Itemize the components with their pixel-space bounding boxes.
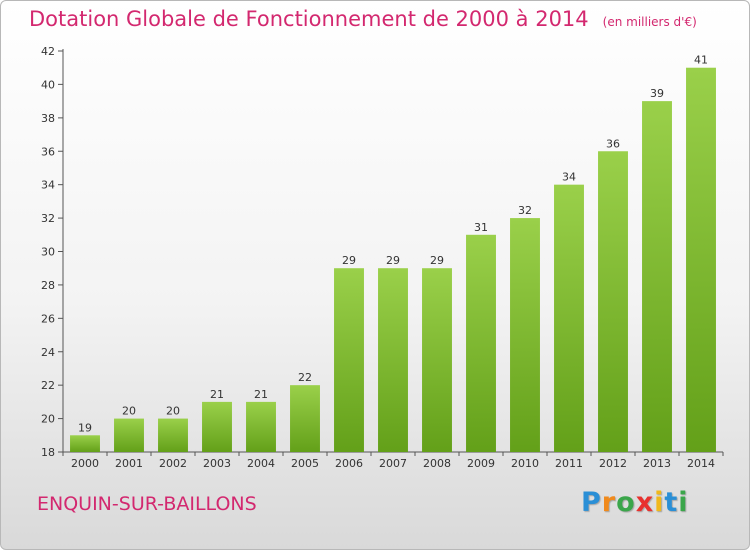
bar (246, 401, 276, 452)
x-tick-label: 2014 (687, 457, 715, 470)
data-label: 31 (474, 221, 488, 234)
data-label: 19 (78, 421, 92, 434)
y-tick-label: 32 (41, 212, 55, 225)
bar (202, 401, 232, 452)
y-tick-label: 24 (41, 346, 55, 359)
bar (642, 101, 672, 452)
x-tick-label: 2010 (511, 457, 539, 470)
bar (158, 418, 188, 452)
logo-letter: r (601, 487, 617, 518)
x-tick-label: 2009 (467, 457, 495, 470)
x-tick-label: 2001 (115, 457, 143, 470)
x-tick-label: 2006 (335, 457, 363, 470)
bar (114, 418, 144, 452)
chart-title: Dotation Globale de Fonctionnement de 20… (29, 7, 697, 31)
data-label: 41 (694, 54, 708, 67)
x-tick-label: 2002 (159, 457, 187, 470)
bar (466, 234, 496, 452)
y-tick-label: 38 (41, 112, 55, 125)
data-label: 21 (254, 388, 268, 401)
bar (510, 218, 540, 452)
x-tick-label: 2005 (291, 457, 319, 470)
bar (422, 268, 452, 452)
logo-letter: i (678, 487, 689, 518)
bar (70, 435, 100, 452)
y-tick-label: 36 (41, 145, 55, 158)
y-tick-label: 42 (41, 45, 55, 58)
data-label: 32 (518, 204, 532, 217)
data-label: 29 (430, 254, 444, 267)
x-tick-label: 2000 (71, 457, 99, 470)
y-tick-label: 22 (41, 379, 55, 392)
chart-labels: 2000 19 2001 20 2002 20 2003 21 2004 21 2005 22 2006… (71, 54, 715, 470)
bar (598, 151, 628, 452)
logo-letter: o (616, 487, 636, 518)
logo-letter: i (654, 487, 665, 518)
x-tick-label: 2007 (379, 457, 407, 470)
data-label: 22 (298, 371, 312, 384)
x-tick-label: 2011 (555, 457, 583, 470)
y-tick-label: 40 (41, 78, 55, 91)
data-label: 36 (606, 137, 620, 150)
chart-subtitle: (en milliers d'€) (602, 15, 697, 29)
data-label: 34 (562, 171, 576, 184)
data-label: 20 (166, 405, 180, 418)
bar (378, 268, 408, 452)
y-tick-label: 34 (41, 179, 55, 192)
chart-bars (70, 67, 716, 452)
x-tick-label: 2003 (203, 457, 231, 470)
data-label: 21 (210, 388, 224, 401)
chart-axes: 18 20 22 24 26 28 30 32 34 36 38 40 42 (41, 45, 724, 459)
y-tick-label: 28 (41, 279, 55, 292)
x-tick-label: 2004 (247, 457, 275, 470)
bar (334, 268, 364, 452)
data-label: 20 (122, 405, 136, 418)
x-tick-label: 2013 (643, 457, 671, 470)
commune-name: ENQUIN-SUR-BAILLONS (37, 493, 257, 515)
data-label: 29 (386, 254, 400, 267)
y-tick-label: 26 (41, 312, 55, 325)
chart-title-text: Dotation Globale de Fonctionnement de 20… (29, 7, 589, 31)
data-label: 29 (342, 254, 356, 267)
logo-letter: t (664, 487, 679, 518)
logo-letter: P (581, 487, 602, 518)
bar (554, 184, 584, 452)
y-tick-label: 18 (41, 446, 55, 459)
bar (290, 385, 320, 452)
proxiti-logo: Proxiti (581, 487, 689, 518)
y-tick-label: 20 (41, 413, 55, 426)
data-label: 39 (650, 87, 664, 100)
y-tick-label: 30 (41, 246, 55, 259)
x-tick-label: 2008 (423, 457, 451, 470)
x-tick-label: 2012 (599, 457, 627, 470)
bar (686, 67, 716, 452)
logo-letter: x (635, 487, 655, 518)
